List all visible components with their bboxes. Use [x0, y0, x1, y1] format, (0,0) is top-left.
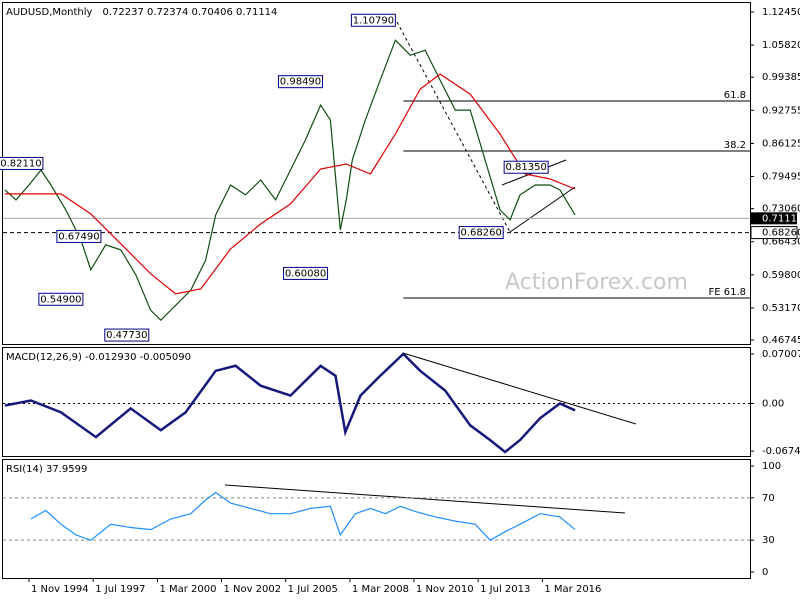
fib-label: FE 61.8 — [708, 287, 746, 298]
annotation-box — [38, 292, 84, 306]
pane-title: AUDUSD,Monthly — [6, 7, 93, 18]
pane-title: MACD(12,26,9) -0.012930 -0.005090 — [6, 352, 191, 363]
annotation-box — [350, 13, 396, 27]
annotation-label: 0.98490 — [280, 77, 321, 88]
annotation-label: 0.47730 — [106, 330, 147, 341]
annotation-box — [277, 75, 323, 89]
rsi-pane — [2, 459, 751, 579]
x-tick-label: 1 Nov 1994 — [31, 584, 89, 595]
x-tick-label: 1 Jul 1997 — [95, 584, 145, 595]
y-tick-label: 0.99385 — [762, 72, 800, 83]
x-tick-label: 1 Mar 2016 — [544, 584, 601, 595]
y-tick-label: 0.46745 — [762, 335, 800, 346]
fib-label: 38.2 — [724, 140, 746, 151]
annotation-box — [503, 160, 549, 174]
annotation-box — [458, 226, 504, 240]
x-tick-label: 1 Jul 2013 — [480, 584, 530, 595]
y-tick-label: 70 — [762, 493, 775, 504]
macd-trendline — [402, 352, 637, 425]
annotation-label: 0.68260 — [460, 228, 501, 239]
watermark: ActionForex.com — [505, 270, 688, 295]
y-tick-label: 0.66430 — [762, 237, 800, 248]
annotation-label: 0.67490 — [58, 231, 99, 242]
retrace-trendline — [396, 21, 511, 233]
price-label: 0.71114 — [762, 213, 800, 224]
series-line — [4, 39, 576, 322]
x-tick-label: 1 Jul 2005 — [288, 584, 338, 595]
y-tick-label: 0.73060 — [762, 204, 800, 215]
rsi-trendline — [224, 484, 626, 514]
x-tick-label: 1 Mar 2000 — [159, 584, 216, 595]
macd-pane — [2, 347, 751, 457]
y-tick-label: -0.067423 — [762, 446, 800, 457]
annotation-box — [283, 266, 329, 280]
annotation-box — [104, 328, 150, 342]
pane-title: RSI(14) 37.9599 — [6, 464, 87, 475]
annotation-label: 0.60080 — [285, 268, 326, 279]
x-tick-label: 1 Nov 2002 — [223, 584, 281, 595]
y-tick-label: 0.92755 — [762, 105, 800, 116]
y-tick-label: 0.86125 — [762, 138, 800, 149]
annotation-box — [0, 156, 44, 170]
y-tick-label: 0.53170 — [762, 303, 800, 314]
y-tick-label: 0 — [762, 567, 768, 578]
support-label: 0.68260 — [762, 228, 800, 239]
fib-label: 61.8 — [724, 90, 746, 101]
channel-lower — [509, 186, 576, 233]
price-pane — [2, 2, 751, 345]
y-tick-label: 0.070071 — [762, 349, 800, 360]
x-tick-label: 1 Nov 2010 — [416, 584, 474, 595]
y-tick-label: 100 — [762, 461, 781, 472]
price-marker — [751, 212, 797, 225]
annotation-box — [56, 229, 102, 243]
y-tick-label: 1.05820 — [762, 40, 800, 51]
y-tick-label: 0.79495 — [762, 171, 800, 182]
layout — [2, 2, 751, 579]
y-tick-label: 1.12450 — [762, 7, 800, 18]
series-line — [30, 491, 576, 541]
y-tick-label: 0.59800 — [762, 270, 800, 281]
pane-ohlc: 0.72237 0.72374 0.70406 0.71114 — [102, 7, 277, 18]
y-tick-label: 0.00 — [762, 398, 784, 409]
annotation-label: 1.10790 — [353, 15, 394, 26]
annotation-label: 0.82110 — [0, 158, 41, 169]
y-tick-label: 30 — [762, 535, 775, 546]
annotation-label: 0.54900 — [40, 294, 81, 305]
x-tick-label: 1 Mar 2008 — [352, 584, 409, 595]
support-marker — [750, 226, 798, 240]
annotation-label: 0.81350 — [505, 162, 546, 173]
series-line — [4, 73, 576, 295]
series-line — [4, 352, 576, 454]
